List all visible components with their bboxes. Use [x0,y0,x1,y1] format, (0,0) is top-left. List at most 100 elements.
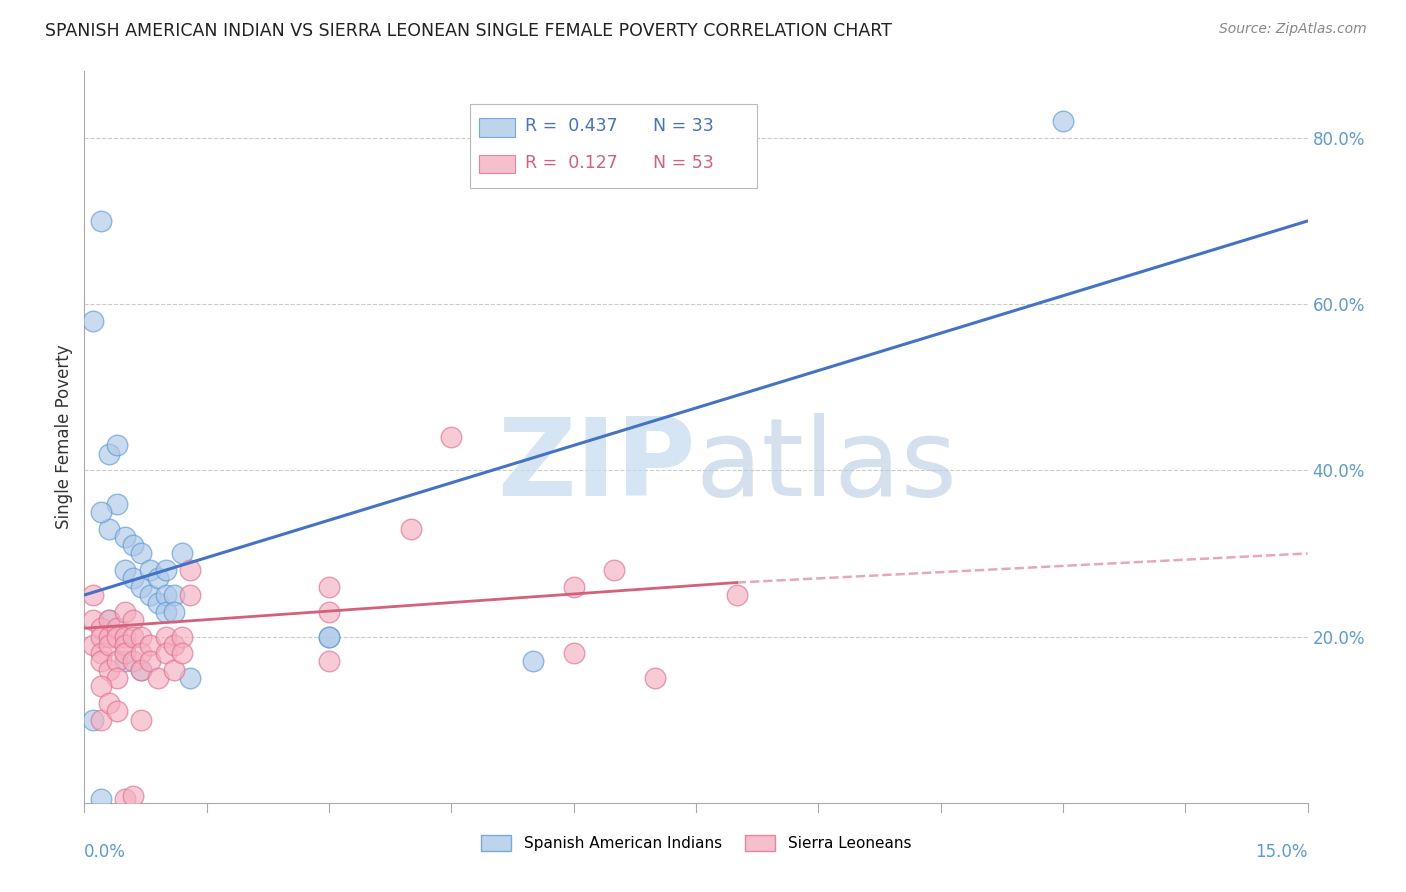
Point [90,214,112,228]
Point [155,646,177,660]
Point [155,588,177,602]
Text: N = 33: N = 33 [654,117,714,136]
Point [105,655,128,669]
Point [172,630,194,644]
Point [131,580,153,594]
Point [138,588,160,602]
Point [131,663,153,677]
Point [90,655,112,669]
Point [399,521,422,535]
Point [90,505,112,519]
Point [114,530,136,544]
Point [146,571,169,585]
Point [82,613,104,627]
Point [155,605,177,619]
Point [114,563,136,577]
Point [90,713,112,727]
Point [318,605,340,619]
Point [97,663,120,677]
Text: N = 53: N = 53 [654,153,714,172]
Legend: Spanish American Indians, Sierra Leoneans: Spanish American Indians, Sierra Leonean… [475,830,917,857]
Point [122,789,145,804]
Point [90,680,112,694]
Point [603,563,626,577]
Point [1052,114,1074,128]
Text: SPANISH AMERICAN INDIAN VS SIERRA LEONEAN SINGLE FEMALE POVERTY CORRELATION CHAR: SPANISH AMERICAN INDIAN VS SIERRA LEONEA… [45,22,891,40]
Point [131,546,153,560]
Point [562,646,585,660]
Point [82,638,104,652]
Point [90,630,112,644]
Point [114,646,136,660]
Point [163,638,186,652]
Point [138,655,160,669]
Point [725,588,748,602]
Point [105,621,128,635]
Point [97,613,120,627]
FancyBboxPatch shape [479,155,515,173]
Point [138,638,160,652]
Point [146,596,169,610]
Point [122,613,145,627]
Point [131,663,153,677]
Point [155,630,177,644]
Point [97,521,120,535]
Point [82,713,104,727]
Point [105,630,128,644]
Point [105,671,128,685]
Point [90,621,112,635]
Point [155,563,177,577]
Text: R =  0.127: R = 0.127 [524,153,617,172]
Point [318,630,340,644]
Point [172,546,194,560]
FancyBboxPatch shape [470,104,758,188]
Point [522,655,544,669]
Point [318,655,340,669]
Point [90,646,112,660]
Point [440,430,463,444]
Point [122,538,145,552]
Point [122,630,145,644]
Point [179,671,201,685]
Text: 0.0%: 0.0% [84,843,127,861]
Point [114,605,136,619]
Point [131,630,153,644]
Point [114,655,136,669]
Point [163,605,186,619]
Point [114,630,136,644]
Point [122,571,145,585]
Point [97,613,120,627]
Point [131,646,153,660]
Point [97,447,120,461]
Point [105,705,128,719]
Point [114,791,136,805]
Point [105,497,128,511]
Point [97,696,120,710]
Point [644,671,666,685]
Text: atlas: atlas [696,413,957,519]
Point [131,713,153,727]
Point [114,638,136,652]
Point [97,638,120,652]
Point [318,580,340,594]
Point [82,588,104,602]
Point [179,588,201,602]
Point [179,563,201,577]
Point [90,791,112,805]
Point [163,663,186,677]
Text: Source: ZipAtlas.com: Source: ZipAtlas.com [1219,22,1367,37]
Text: R =  0.437: R = 0.437 [524,117,617,136]
Point [122,655,145,669]
Point [97,630,120,644]
Text: 15.0%: 15.0% [1256,843,1308,861]
Point [138,563,160,577]
Point [163,588,186,602]
Point [146,671,169,685]
Y-axis label: Single Female Poverty: Single Female Poverty [55,345,73,529]
FancyBboxPatch shape [479,119,515,136]
Point [105,438,128,452]
Point [172,646,194,660]
Point [318,630,340,644]
Point [82,314,104,328]
Text: ZIP: ZIP [498,413,696,519]
